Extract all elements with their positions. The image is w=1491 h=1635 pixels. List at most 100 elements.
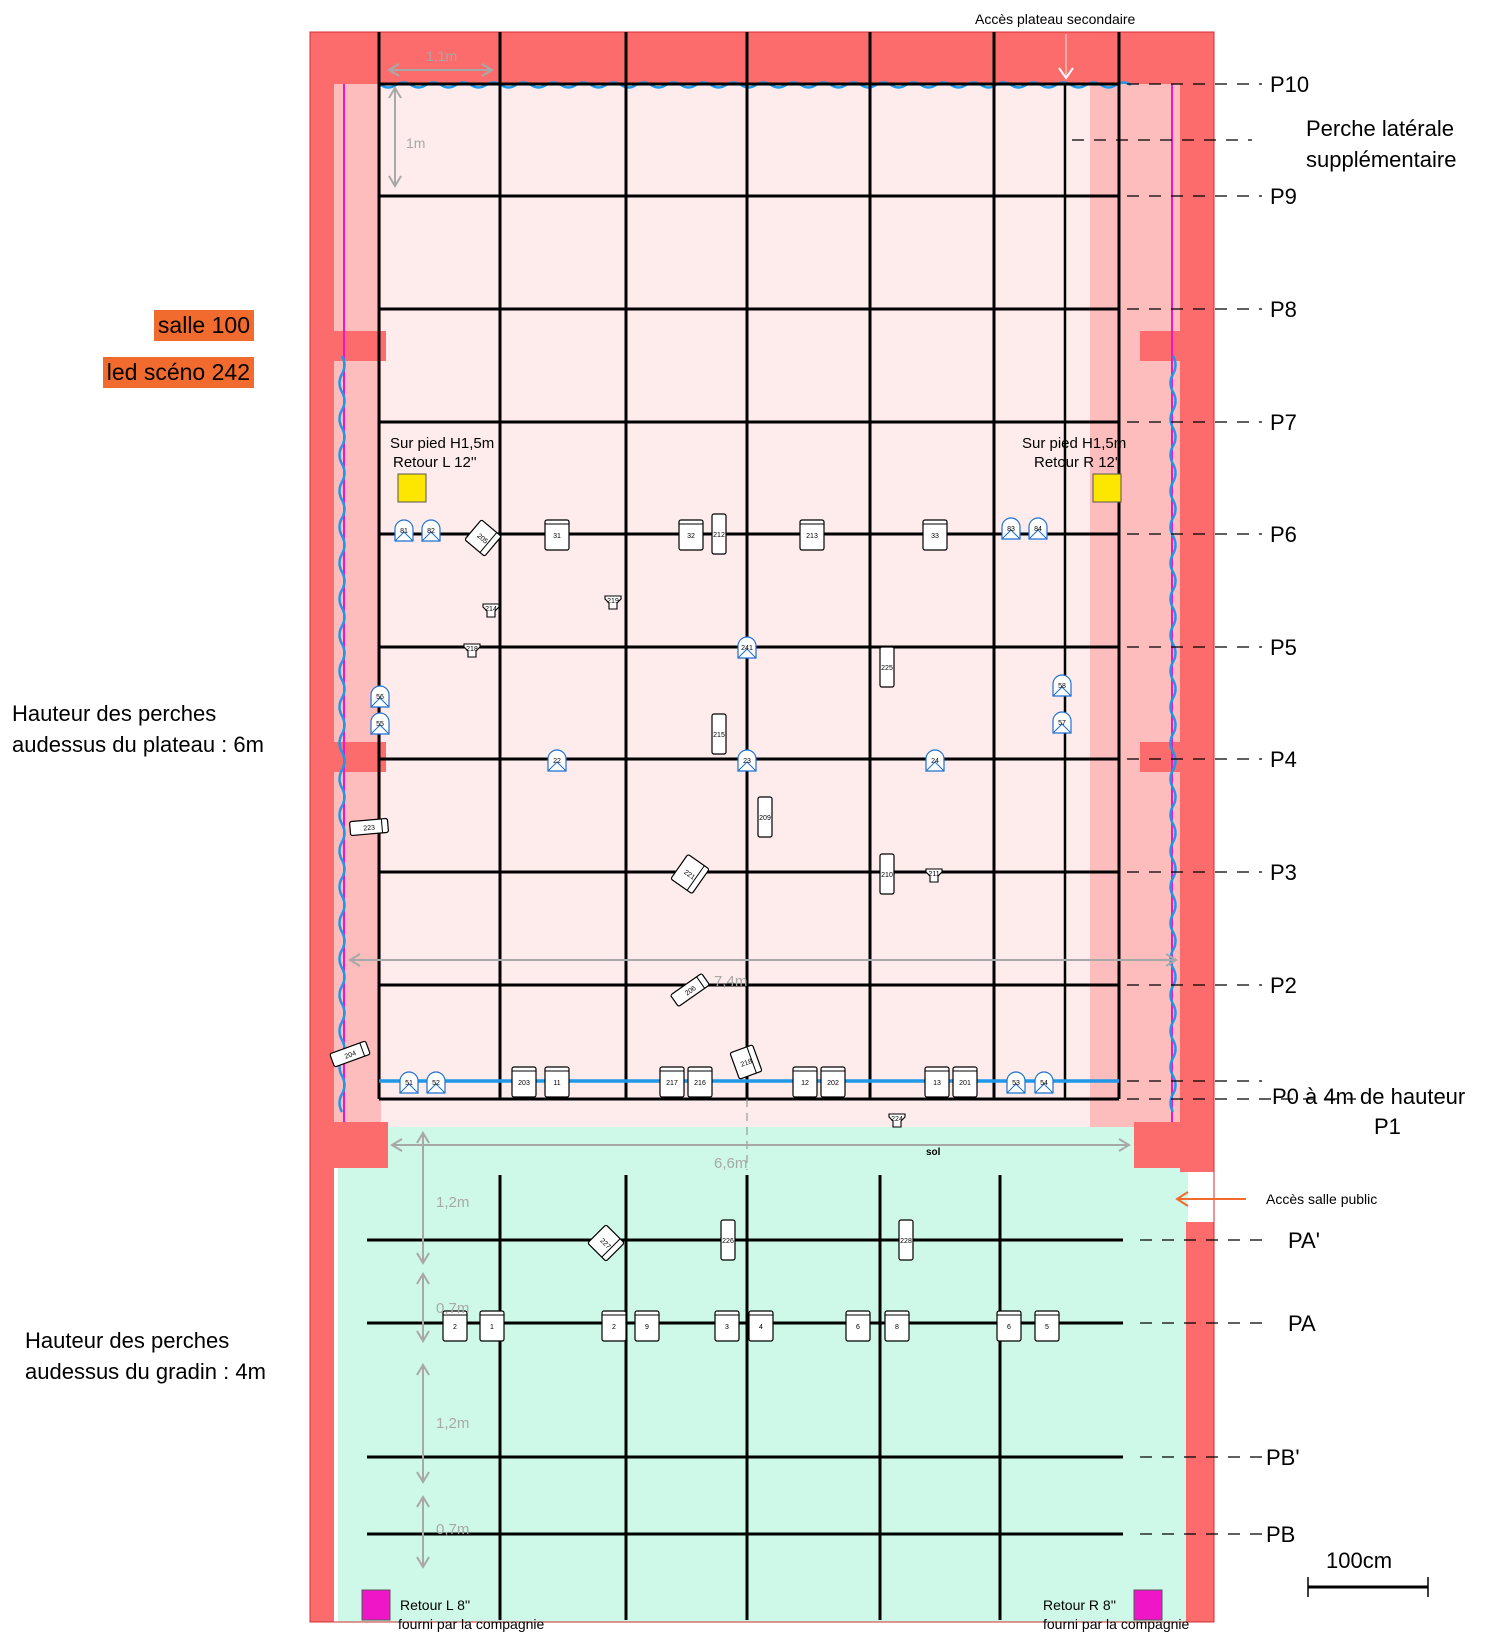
height-house-line-2: audessus du gradin : 4m (25, 1359, 266, 1384)
par-body (370, 685, 390, 708)
par-fixture: 58 (1052, 674, 1072, 697)
par-label: 83 (1007, 526, 1015, 533)
slim-body (757, 796, 773, 838)
return-left-stage-label-2: Retour L 12'' (393, 454, 477, 471)
slim-body (711, 713, 727, 755)
return-left-stage-label-1: Sur pied H1,5m (390, 435, 494, 452)
par-body (1006, 1071, 1026, 1094)
par-body (394, 519, 414, 542)
par-label: 84 (1034, 526, 1042, 533)
dim-stage-width: 7,4m (714, 973, 747, 990)
profile-fixture: 8 (884, 1310, 910, 1342)
pipe-label-P4: P4 (1270, 747, 1297, 772)
stage-floor (330, 84, 1180, 1127)
return-left-house (361, 1589, 391, 1621)
right-side-curtain (1169, 355, 1177, 1113)
tilted-body (587, 1224, 625, 1262)
slim-fixture: 209 (757, 796, 773, 838)
par-label: 52 (432, 1080, 440, 1087)
slim-label: 210 (881, 872, 893, 879)
return-left-house-label-2: fourni par la compagnie (398, 1616, 545, 1632)
dim-arrow-house-4-head (416, 1495, 430, 1508)
par-beam (925, 761, 945, 772)
par-fixture: 53 (1006, 1071, 1026, 1094)
tilted-fixture: 223 (349, 817, 389, 837)
profile-label: 216 (694, 1080, 706, 1087)
profile-fixture: 1 (479, 1310, 505, 1342)
par-body (1052, 674, 1072, 697)
par-beam (421, 531, 441, 542)
par-label: 56 (376, 694, 384, 701)
return-right-stage-label-2: Retour R 12'' (1034, 454, 1121, 471)
left-wall (310, 32, 334, 1622)
par-body (370, 712, 390, 735)
profile-body (820, 1066, 846, 1098)
slim-fixture: 215 (711, 713, 727, 755)
right-wing (1090, 84, 1180, 1127)
tilted-body (670, 854, 710, 894)
tilted-body (729, 1044, 763, 1080)
pipe-label-P6: P6 (1270, 522, 1297, 547)
height-house-line-1: Hauteur des perches (25, 1328, 230, 1353)
par-beam (1028, 529, 1048, 540)
right-pillar-1 (1140, 331, 1214, 361)
par-body (399, 1071, 419, 1094)
profile-label: 202 (827, 1080, 839, 1087)
slim-fixture: 212 (711, 513, 727, 555)
tilted-lens (746, 1046, 757, 1074)
profile-fixture: 32 (678, 519, 704, 551)
cup-label: 211 (928, 871, 939, 878)
par-body (1052, 711, 1072, 734)
par-fixture: 51 (399, 1071, 419, 1094)
profile-label: 11 (553, 1080, 560, 1087)
height-stage-line-1: Hauteur des perches (12, 701, 217, 726)
profile-fixture: 5 (1034, 1310, 1060, 1342)
slim-fixture: 226 (720, 1219, 736, 1261)
profile-fixture: 4 (748, 1310, 774, 1342)
slim-label: 226 (722, 1238, 734, 1245)
tilted-fixture: 221 (670, 854, 710, 894)
dim-arrow-grid-h-head (387, 63, 400, 77)
profile-label: 32 (687, 533, 695, 540)
profile-label: 9 (645, 1324, 649, 1331)
slim-fixture: 225 (879, 646, 895, 688)
tilted-lens (696, 976, 706, 989)
par-label: 23 (743, 758, 751, 765)
top-access-label: Accès plateau secondaire (975, 11, 1136, 27)
profile-fixture: 203 (511, 1066, 537, 1098)
slim-body (720, 1219, 736, 1261)
profile-fixture: 11 (544, 1066, 570, 1098)
dim-grid-h: 1,1m (426, 48, 457, 64)
left-proscenium (310, 1122, 388, 1168)
par-label: 241 (741, 645, 753, 652)
par-body (1028, 517, 1048, 540)
salle-tag: salle 100 (153, 310, 254, 341)
dim-house-gap-3: 1,2m (436, 1415, 469, 1432)
tilted-lens (359, 1042, 366, 1057)
pipe-label-P10: P10 (1270, 72, 1309, 97)
tilted-lens (686, 865, 705, 891)
profile-body (748, 1310, 774, 1342)
dim-arrow-house-1-head (416, 1131, 430, 1144)
cup-fixture: 211 (925, 868, 943, 883)
cup-fixture: 224 (888, 1113, 906, 1128)
par-label: 54 (1040, 1080, 1048, 1087)
profile-label: 1 (490, 1324, 494, 1331)
tilted-fixture: 218 (729, 1044, 763, 1080)
profile-body (1034, 1310, 1060, 1342)
profile-label: 2 (612, 1324, 616, 1331)
left-side-curtain (338, 355, 346, 1113)
profile-fixture: 9 (634, 1310, 660, 1342)
cup-body (925, 868, 943, 883)
cup-fixture: 219 (604, 595, 622, 610)
pipe-label-P8: P8 (1270, 297, 1297, 322)
cup-fixture: 218 (463, 643, 481, 658)
right-pillar-2 (1140, 742, 1214, 772)
profile-label: 3 (725, 1324, 729, 1331)
tilted-label: 223 (363, 824, 375, 832)
par-beam (1034, 1083, 1054, 1094)
profile-body (544, 519, 570, 551)
return-right-stage (1092, 473, 1122, 503)
p1-label: P1 (1374, 1114, 1401, 1139)
par-label: 24 (931, 758, 939, 765)
